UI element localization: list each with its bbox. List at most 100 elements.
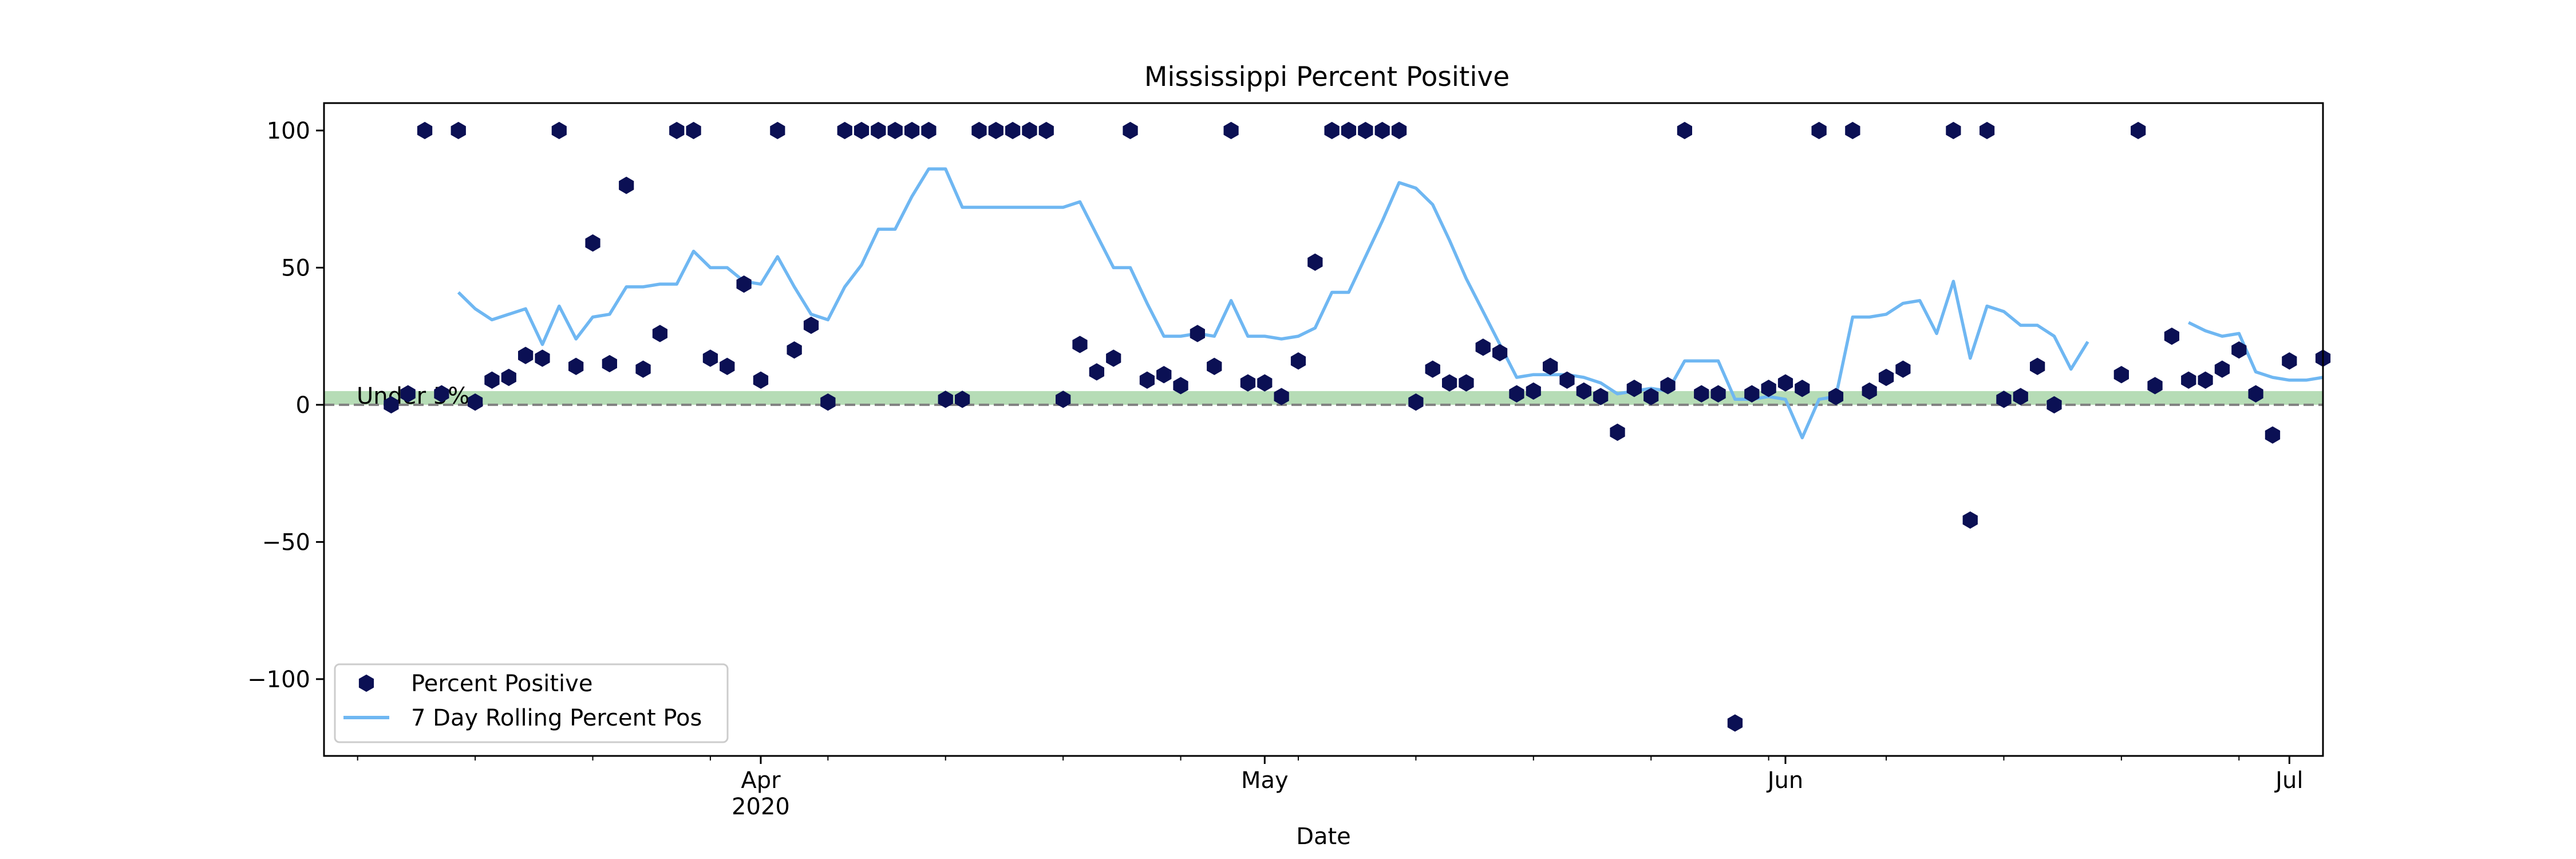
y-tick-label-1: 100 bbox=[267, 118, 310, 144]
data-point-90 bbox=[1878, 368, 1894, 387]
data-point-66 bbox=[1475, 338, 1491, 356]
rolling-line-segment-1 bbox=[457, 167, 2089, 440]
data-point-104 bbox=[2198, 371, 2213, 389]
data-point-78 bbox=[1677, 121, 1692, 140]
data-point-48 bbox=[1173, 377, 1188, 395]
data-point-44 bbox=[1106, 349, 1121, 367]
x-tick-label-4: Jul bbox=[2274, 767, 2303, 794]
data-point-12 bbox=[568, 357, 584, 375]
data-point-45 bbox=[1123, 121, 1138, 140]
data-point-79 bbox=[1694, 385, 1709, 403]
data-point-93 bbox=[1962, 511, 1978, 529]
y-tick-label-4: −50 bbox=[262, 529, 310, 555]
data-point-11 bbox=[551, 121, 567, 140]
data-point-99 bbox=[2113, 366, 2129, 384]
data-point-102 bbox=[2164, 327, 2179, 345]
data-point-10 bbox=[535, 349, 550, 367]
data-point-36 bbox=[971, 121, 987, 140]
data-point-57 bbox=[1324, 121, 1340, 140]
data-point-101 bbox=[2147, 377, 2163, 395]
legend-label-percent-positive: Percent Positive bbox=[411, 671, 592, 697]
data-point-91 bbox=[1895, 360, 1911, 378]
x-axis-label: Date bbox=[1296, 823, 1351, 850]
data-point-109 bbox=[2282, 352, 2297, 370]
x-tick-label-3: Jun bbox=[1766, 767, 1804, 794]
data-point-52 bbox=[1240, 374, 1256, 392]
data-point-74 bbox=[1610, 423, 1625, 441]
data-point-28 bbox=[837, 121, 852, 140]
data-point-46 bbox=[1139, 371, 1155, 389]
legend: Percent Positive 7 Day Rolling Percent P… bbox=[334, 663, 729, 743]
data-point-56 bbox=[1307, 253, 1323, 271]
data-point-34 bbox=[938, 391, 953, 408]
data-point-62 bbox=[1408, 393, 1424, 411]
data-point-59 bbox=[1358, 121, 1373, 140]
data-point-71 bbox=[1559, 371, 1575, 389]
data-point-61 bbox=[1391, 121, 1407, 140]
data-point-80 bbox=[1710, 385, 1726, 403]
data-point-67 bbox=[1492, 344, 1508, 362]
data-point-21 bbox=[720, 357, 735, 375]
data-point-20 bbox=[702, 349, 718, 367]
data-point-88 bbox=[1845, 121, 1860, 140]
data-point-95 bbox=[1996, 391, 2012, 408]
data-point-22 bbox=[736, 275, 752, 293]
data-point-108 bbox=[2265, 426, 2281, 444]
data-point-25 bbox=[787, 341, 802, 359]
data-point-37 bbox=[988, 121, 1003, 140]
chart-title: Mississippi Percent Positive bbox=[1144, 61, 1510, 93]
data-point-55 bbox=[1290, 352, 1306, 370]
data-point-24 bbox=[770, 121, 785, 140]
data-point-103 bbox=[2181, 371, 2196, 389]
data-point-13 bbox=[585, 234, 600, 252]
data-point-38 bbox=[1005, 121, 1021, 140]
data-point-77 bbox=[1660, 377, 1676, 395]
y-tick-label-2: 50 bbox=[281, 255, 310, 281]
data-point-84 bbox=[1777, 374, 1793, 392]
x-tick-sublabel-1: 2020 bbox=[732, 794, 790, 820]
data-point-65 bbox=[1459, 374, 1474, 392]
data-point-86 bbox=[1811, 121, 1827, 140]
data-point-98 bbox=[2046, 396, 2062, 414]
data-point-58 bbox=[1341, 121, 1357, 140]
data-point-106 bbox=[2231, 341, 2247, 359]
data-point-53 bbox=[1257, 374, 1273, 392]
data-point-49 bbox=[1190, 325, 1205, 342]
data-point-82 bbox=[1744, 385, 1760, 403]
data-point-69 bbox=[1526, 382, 1541, 400]
data-point-75 bbox=[1626, 380, 1642, 397]
data-point-81 bbox=[1727, 714, 1743, 732]
data-point-50 bbox=[1207, 357, 1222, 375]
data-point-33 bbox=[921, 121, 937, 140]
data-point-92 bbox=[1946, 121, 1961, 140]
data-point-76 bbox=[1643, 388, 1659, 405]
legend-marker-percent-positive bbox=[358, 674, 374, 692]
data-point-42 bbox=[1072, 336, 1088, 353]
data-point-5 bbox=[451, 121, 466, 140]
plot-background bbox=[324, 103, 2323, 756]
data-point-105 bbox=[2214, 360, 2230, 378]
data-point-26 bbox=[803, 316, 819, 334]
data-point-2 bbox=[400, 385, 416, 403]
data-point-73 bbox=[1593, 388, 1609, 405]
data-point-29 bbox=[854, 121, 870, 140]
data-point-18 bbox=[669, 121, 685, 140]
data-point-23 bbox=[753, 371, 769, 389]
data-point-39 bbox=[1022, 121, 1037, 140]
data-point-40 bbox=[1038, 121, 1054, 140]
rolling-line-segment-2 bbox=[2187, 321, 2324, 382]
x-tick-label-1: Apr bbox=[741, 767, 781, 794]
data-point-8 bbox=[501, 368, 516, 387]
data-point-107 bbox=[2248, 385, 2263, 403]
data-point-87 bbox=[1828, 388, 1844, 405]
data-point-4 bbox=[434, 385, 449, 403]
data-point-1 bbox=[384, 396, 399, 414]
data-point-35 bbox=[955, 391, 970, 408]
data-point-100 bbox=[2131, 121, 2146, 140]
data-point-68 bbox=[1509, 385, 1524, 403]
data-point-43 bbox=[1089, 363, 1104, 381]
y-tick-label-5: −100 bbox=[247, 667, 310, 693]
data-point-51 bbox=[1223, 121, 1239, 140]
